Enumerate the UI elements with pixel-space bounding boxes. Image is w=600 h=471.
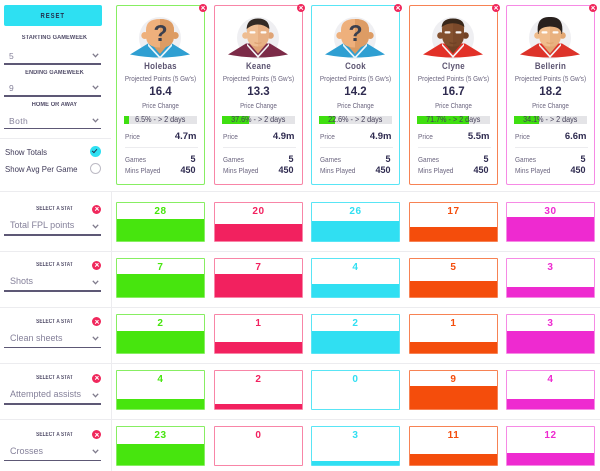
svg-text:?: ? xyxy=(153,20,167,46)
svg-text:?: ? xyxy=(348,20,362,46)
